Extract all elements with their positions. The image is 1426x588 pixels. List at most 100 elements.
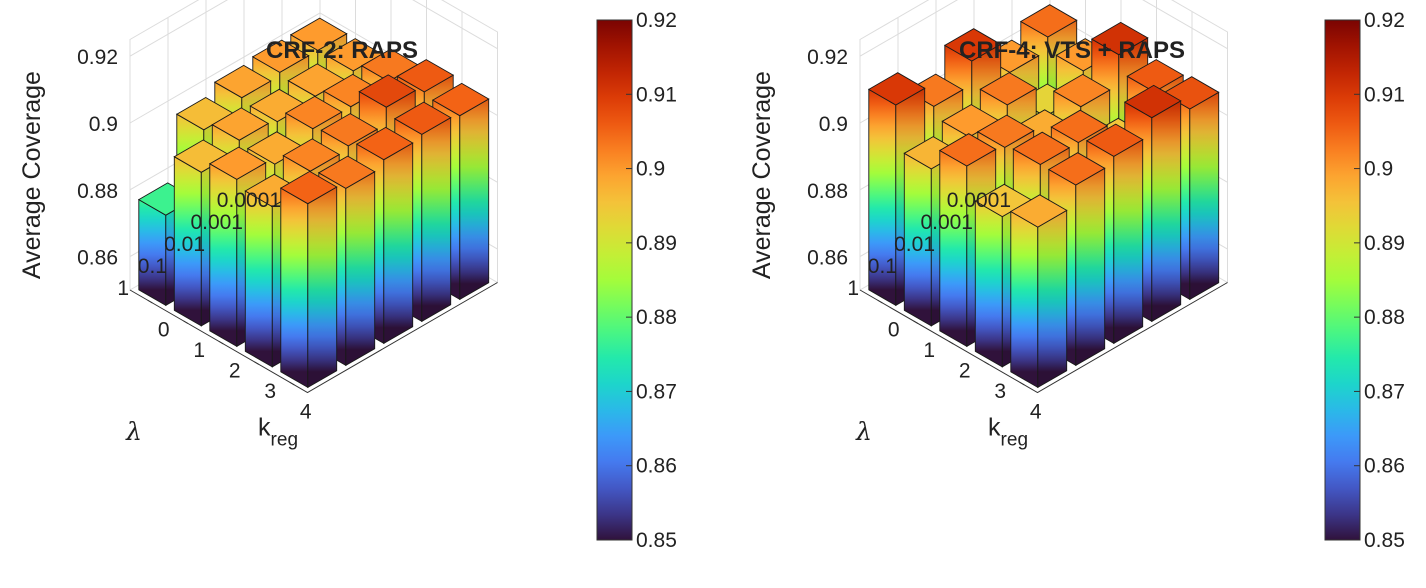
colorbar-tick-label: 0.9 xyxy=(1364,158,1393,181)
y-tick-label: 1 xyxy=(117,277,129,300)
colorbar-tick-label: 0.86 xyxy=(636,455,677,478)
bar-face-top xyxy=(358,74,417,108)
bar-face-top xyxy=(173,139,232,173)
x-tick-mark xyxy=(182,320,189,324)
colorbar-tick-label: 0.92 xyxy=(636,9,677,32)
colorbar-tick-label: 0.85 xyxy=(1364,529,1405,552)
bar-face-top xyxy=(1123,84,1182,119)
bar-face-side-shade xyxy=(421,117,451,322)
bar xyxy=(1009,194,1068,389)
bar-face-top xyxy=(431,82,490,117)
x-tick-label: 3 xyxy=(264,380,276,403)
x-tick-mark xyxy=(147,299,153,304)
bar-face-top xyxy=(249,88,308,123)
y-axis-label: λ xyxy=(855,417,872,446)
colorbar-tick-label: 0.9 xyxy=(636,158,665,181)
bars xyxy=(137,17,490,389)
z-axis-label: Average Coverage xyxy=(18,71,46,279)
bar-face-side-shade xyxy=(1037,210,1067,388)
bar-face-top xyxy=(976,114,1035,148)
bar-face-top xyxy=(320,113,379,147)
bar-face-side-shade xyxy=(307,187,337,388)
colorbar-tick-label: 0.85 xyxy=(636,529,677,552)
bar-face-side-shade xyxy=(345,171,375,366)
x-axis-label-sub: reg xyxy=(271,430,298,451)
bar-face-top xyxy=(325,38,384,72)
x-tick-label: 1 xyxy=(923,339,935,362)
bar-face-top xyxy=(1050,109,1109,144)
chart-title: CRF-2: RAPS xyxy=(266,37,418,64)
floor-edge xyxy=(859,282,1228,394)
x-tick-label: 4 xyxy=(300,400,312,423)
bar-face-side-shade xyxy=(1075,168,1105,366)
z-tick-label: 0.92 xyxy=(807,46,848,69)
bar-face-top xyxy=(396,59,455,93)
y-tick-label: 0.0001 xyxy=(217,189,281,212)
colorbar: 0.85 0.86 0.87 0.88 0.89 0.9 0.91 0.92 xyxy=(1324,9,1405,552)
bar-face-top xyxy=(393,101,452,135)
z-gridline xyxy=(859,0,1228,57)
bar-face-top xyxy=(1012,131,1071,166)
chart-crf4-vts-raps: 012340.00010.0010.010.110.860.880.90.92A… xyxy=(748,0,1405,552)
x-axis-label: kreg xyxy=(258,414,298,451)
bar-face-top xyxy=(1090,21,1149,56)
colorbar-tick-label: 0.89 xyxy=(1364,232,1405,255)
bar xyxy=(279,170,338,389)
colorbar-tick-label: 0.92 xyxy=(1364,9,1405,32)
z-tick-label: 0.86 xyxy=(77,247,118,270)
z-tick-label: 0.9 xyxy=(819,113,848,136)
z-axis-label: Average Coverage xyxy=(748,71,776,279)
x-tick-mark xyxy=(253,361,260,365)
floor-edge xyxy=(129,282,498,394)
colorbar-tick-label: 0.91 xyxy=(636,83,677,106)
bar-face-top xyxy=(208,146,267,180)
y-tick-label: 0.001 xyxy=(920,211,973,234)
bar-face-top xyxy=(979,72,1038,106)
y-tick-label: 0.001 xyxy=(190,211,243,234)
colorbar-tick-label: 0.88 xyxy=(1364,306,1405,329)
z-tick-label: 0.86 xyxy=(807,247,848,270)
bar-face-top xyxy=(289,17,348,51)
colorbar-tick-label: 0.86 xyxy=(1364,455,1405,478)
colorbar-tick-label: 0.87 xyxy=(636,380,677,403)
bar-face-top xyxy=(1009,194,1068,228)
x-tick-label: 0 xyxy=(158,318,170,341)
x-tick-mark xyxy=(289,381,295,386)
colorbar: 0.85 0.86 0.87 0.88 0.89 0.9 0.91 0.92 xyxy=(596,9,677,552)
bar-face-top xyxy=(974,183,1033,218)
x-axis-label-main: k xyxy=(988,414,1001,442)
bar-face-side-shade xyxy=(1113,139,1143,344)
colorbar-gradient xyxy=(1324,19,1361,541)
colorbar-tick-label: 0.88 xyxy=(636,306,677,329)
bar-face-side-shade xyxy=(1189,92,1219,300)
bar-face-top xyxy=(938,133,997,167)
x-tick-mark xyxy=(948,340,954,345)
colorbar-tick-label: 0.89 xyxy=(636,232,677,255)
bar-face-top xyxy=(1047,152,1106,186)
axes: 012340.00010.0010.010.110.860.880.90.92A… xyxy=(748,46,1228,451)
bar-face-front xyxy=(1010,210,1039,389)
bar-face-front xyxy=(280,187,309,389)
bar-face-top xyxy=(246,131,305,165)
z-tick-label: 0.88 xyxy=(807,180,848,203)
bar-face-top xyxy=(1019,4,1078,38)
x-tick-label: 1 xyxy=(193,339,205,362)
x-axis-label: kreg xyxy=(988,414,1028,451)
x-tick-mark xyxy=(983,361,990,365)
bar-face-side-shade xyxy=(459,99,489,300)
bar-face-top xyxy=(867,72,926,106)
axes: 012340.00010.0010.010.110.860.880.90.92A… xyxy=(18,46,498,451)
x-tick-mark xyxy=(1019,381,1025,386)
x-tick-label: 0 xyxy=(888,318,900,341)
bar-face-top xyxy=(251,39,310,73)
z-tick-label: 0.9 xyxy=(89,113,118,136)
x-axis-label-main: k xyxy=(258,414,271,442)
bar-face-top xyxy=(282,138,341,172)
colorbar-gradient xyxy=(596,19,633,541)
bar-face-top xyxy=(211,107,270,141)
bar-face-top xyxy=(213,64,272,99)
bar-face-front xyxy=(244,190,273,368)
bar-face-front xyxy=(939,149,968,348)
chart-title: CRF-4: VTS + RAPS xyxy=(959,37,1185,64)
